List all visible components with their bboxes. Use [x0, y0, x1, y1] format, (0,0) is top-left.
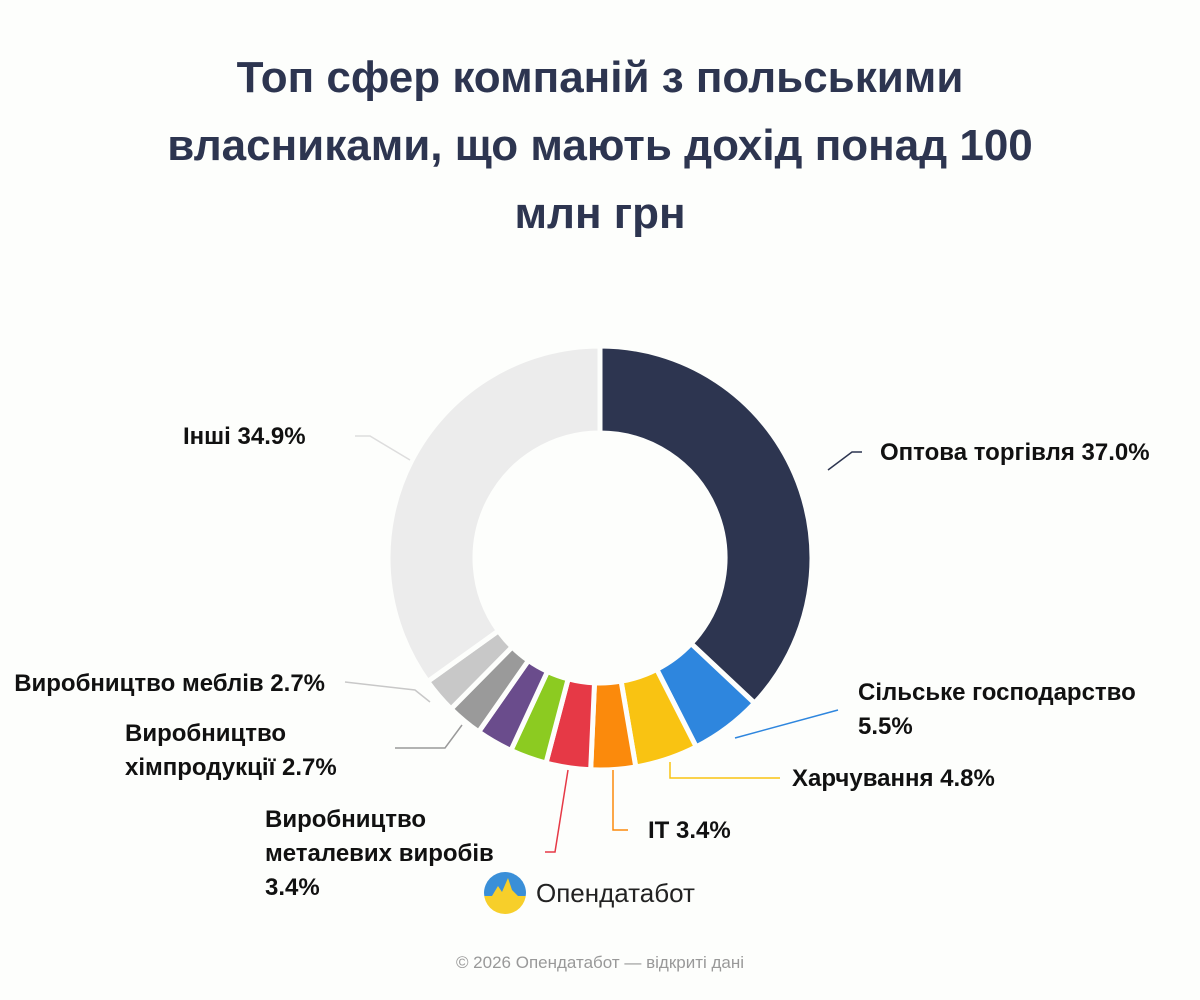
category-name: Виробництво хімпродукції: [125, 720, 287, 781]
category-name: Виробництво меблів: [14, 670, 264, 697]
logo: Опендатабот: [484, 872, 695, 914]
pie-slice: [597, 343, 815, 706]
value-label: 2.7%: [270, 670, 325, 697]
value-label: 34.9%: [237, 423, 306, 450]
leader-line: [827, 451, 862, 471]
category-name: Оптова торгівля: [880, 439, 1075, 466]
leader-line: [395, 724, 463, 749]
category-name: Харчування: [792, 765, 934, 792]
slice-label: Харчування 4.8%: [792, 762, 995, 796]
category-name: Інші: [183, 423, 231, 450]
leader-line: [669, 762, 780, 779]
leader-line: [344, 681, 431, 703]
logo-icon: [484, 872, 526, 914]
chart-title: Топ сфер компаній з польськими власникам…: [167, 53, 1033, 238]
slice-label: Виробництво хімпродукції 2.7%: [125, 717, 395, 785]
slice-label: Виробництво меблів 2.7%: [14, 667, 325, 701]
value-label: 2.7%: [282, 754, 337, 781]
slice-label: Сільське господарство 5.5%: [858, 676, 1148, 744]
leader-line: [734, 709, 839, 739]
slice-label: Виробництво металевих виробів 3.4%: [265, 803, 545, 905]
value-label: 37.0%: [1081, 439, 1150, 466]
value-label: 3.4%: [676, 817, 731, 844]
leader-line: [355, 435, 411, 461]
slice-label: IT 3.4%: [648, 814, 731, 848]
value-label: 3.4%: [265, 874, 320, 901]
value-label: 4.8%: [940, 765, 995, 792]
slice-label: Оптова торгівля 37.0%: [880, 436, 1150, 470]
slice-label: Інші 34.9%: [183, 420, 306, 454]
category-name: IT: [648, 817, 670, 844]
logo-text: Опендатабот: [536, 877, 695, 908]
leader-line: [545, 769, 569, 853]
leader-line: [612, 770, 628, 831]
value-label: 5.5%: [858, 713, 913, 740]
footer: © 2026 Опендатабот — відкриті дані: [455, 953, 745, 972]
category-name: Сільське господарство: [858, 679, 1136, 706]
category-name: Виробництво металевих виробів: [265, 806, 494, 867]
pie-slice: [385, 343, 603, 685]
